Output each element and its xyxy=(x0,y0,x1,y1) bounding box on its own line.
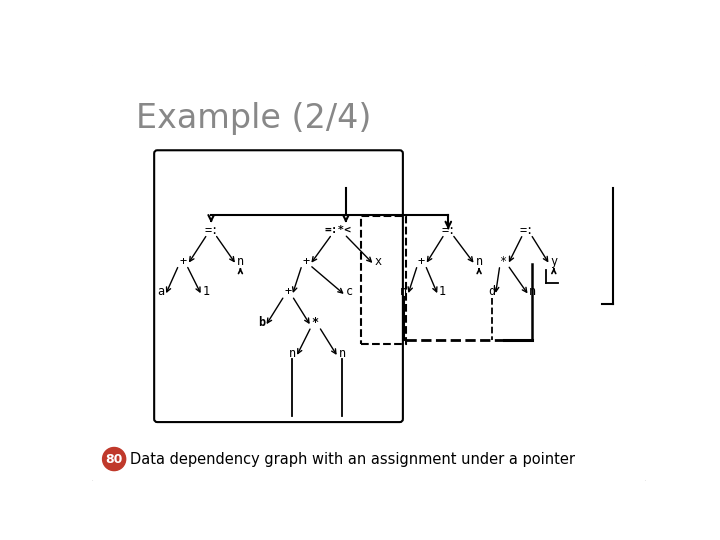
Text: +: + xyxy=(302,255,310,268)
Circle shape xyxy=(102,448,126,470)
Text: +: + xyxy=(284,286,292,299)
Text: n: n xyxy=(237,255,244,268)
Text: +: + xyxy=(179,255,186,268)
Text: *: * xyxy=(312,316,319,329)
Text: d: d xyxy=(489,286,496,299)
Text: n: n xyxy=(528,286,536,299)
Text: n: n xyxy=(338,347,346,360)
Text: a: a xyxy=(158,286,165,299)
Text: 1: 1 xyxy=(202,286,210,299)
FancyBboxPatch shape xyxy=(90,63,648,482)
Text: *: * xyxy=(500,255,508,268)
Text: b: b xyxy=(258,316,265,329)
Text: =:: =: xyxy=(520,224,534,237)
Text: c: c xyxy=(346,286,354,299)
Text: Example (2/4): Example (2/4) xyxy=(137,102,372,135)
Text: 80: 80 xyxy=(105,453,123,465)
Text: +: + xyxy=(418,255,425,268)
Text: n: n xyxy=(475,255,482,268)
Text: x: x xyxy=(374,255,382,268)
Text: n: n xyxy=(289,347,296,360)
Text: 1: 1 xyxy=(438,286,446,299)
Text: =:: =: xyxy=(441,224,456,237)
Text: =:*<: =:*< xyxy=(325,225,351,235)
Text: y: y xyxy=(550,255,557,268)
Text: n: n xyxy=(400,286,408,299)
Text: Data dependency graph with an assignment under a pointer: Data dependency graph with an assignment… xyxy=(130,451,575,467)
Text: =:: =: xyxy=(204,224,218,237)
